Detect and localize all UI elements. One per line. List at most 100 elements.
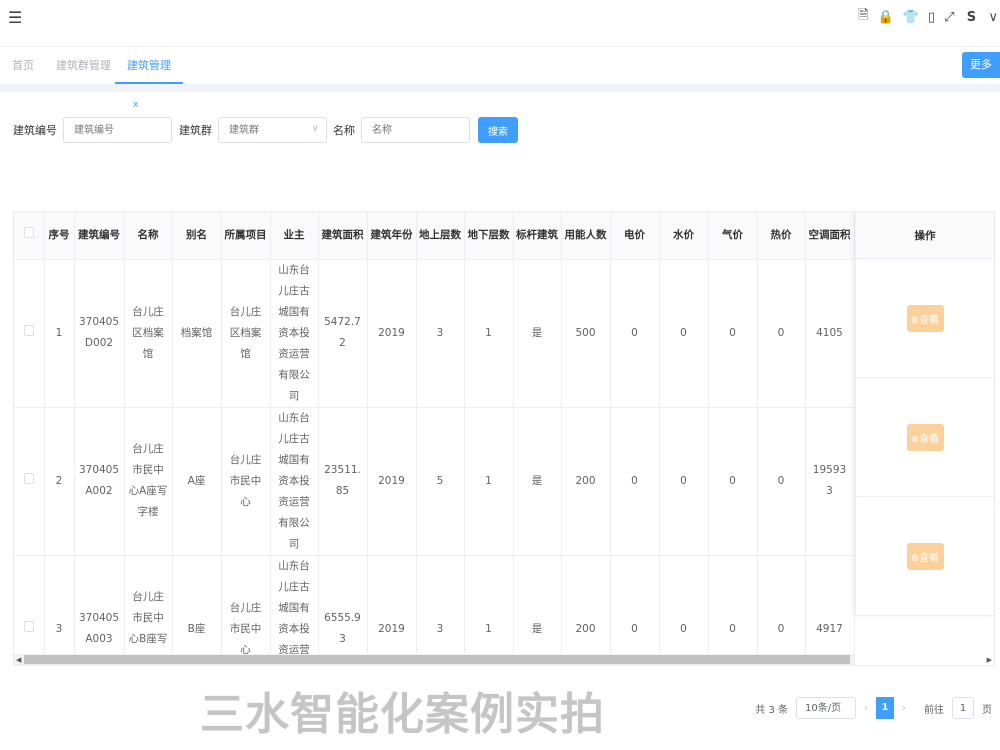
table-cell: 是 [513,555,562,665]
table-cell: 台儿庄区档案馆 [221,259,271,408]
scroll-left-icon[interactable]: ◀ [16,656,22,664]
group-input[interactable] [218,117,327,143]
avatar[interactable]: S [963,6,980,28]
shirt-icon[interactable]: 👕 [902,9,919,25]
column-header[interactable]: 电价 [610,212,660,260]
table-cell: 2019 [367,259,417,408]
table-cell: 0 [659,407,709,556]
table-cell: 2019 [367,555,417,665]
group-label: 建筑群 [179,124,212,137]
table-cell: 0 [659,555,709,665]
fullscreen-icon[interactable]: ⤢ [944,9,955,25]
action-column: 操作 ⊕查看 ⊕查看 ⊕查看 [856,212,994,616]
goto-label: 前往 [924,704,944,716]
table-cell: 0 [757,407,806,556]
search-button[interactable]: 搜索 [478,117,518,143]
table-cell: 200 [561,555,611,665]
tab-label: 建筑管理 [127,59,171,72]
table-cell: 台儿庄市民中心B座写字楼 [124,555,173,665]
column-header[interactable]: 建筑编号 [74,212,125,260]
wrench-doc-icon[interactable]: 🗎 [858,8,869,23]
page-size-select[interactable]: 10条/页 [796,697,856,719]
column-header[interactable]: 所属项目 [221,212,271,260]
page-suffix: 页 [982,704,992,716]
table-row: 1 370405D002 台儿庄区档案馆 档案馆 台儿庄区档案馆 山东台儿庄古城国有资本投… [14,259,855,408]
table-cell: B座 [172,555,222,665]
table-cell: 台儿庄市民中心A座写字楼 [124,407,173,556]
column-header[interactable]: 地下层数 [464,212,514,260]
column-header[interactable]: 地上层数 [416,212,465,260]
table-cell: 台儿庄区档案馆 [124,259,173,408]
tab-label: 首页 [12,59,34,72]
column-header[interactable]: 用能人数 [561,212,611,260]
code-label: 建筑编号 [13,124,57,137]
tab-building[interactable]: 建筑管理 x [115,47,183,110]
divider [0,84,1000,92]
name-input[interactable] [361,117,470,143]
menu-icon[interactable]: ☰ [8,8,23,27]
column-header[interactable]: 空调面积 [805,212,855,260]
close-icon[interactable]: x [133,100,139,110]
search-form: 建筑编号 建筑群 ∨ 名称 搜索 [13,117,518,143]
column-header[interactable]: 序号 [44,212,75,260]
table-cell: 3 [44,555,75,665]
row-checkbox[interactable] [23,472,34,484]
action-cell: ⊕查看 [856,378,994,497]
view-button[interactable]: ⊕查看 [906,423,944,451]
horizontal-scrollbar[interactable]: ◀ [14,654,854,665]
table-cell: 档案馆 [172,259,222,408]
table-cell: 4105 [805,259,855,408]
table-cell: 370405A003 [74,555,125,665]
column-header[interactable]: 水价 [659,212,709,260]
table-cell: 山东台儿庄古城国有资本投资运营有限公司 [270,555,319,665]
name-label: 名称 [333,124,355,137]
action-cell: ⊕查看 [856,259,994,378]
prev-page-icon[interactable]: ‹ [864,702,868,714]
select-cell [14,555,45,665]
view-button[interactable]: ⊕查看 [906,304,944,332]
table-cell: 0 [610,259,660,408]
table-cell: 台儿庄市民中心 [221,407,271,556]
table-cell: 5 [416,407,465,556]
phone-doc-icon[interactable]: ▯ [927,9,936,25]
column-header[interactable]: 建筑年份 [367,212,417,260]
goto-input[interactable]: 1 [952,697,974,719]
table-cell: 是 [513,259,562,408]
action-header: 操作 [856,212,994,259]
next-page-icon[interactable]: › [902,702,906,714]
chevron-down-icon[interactable]: ∨ [988,9,998,25]
table-cell: 4917 [805,555,855,665]
tab-bar: 首页 建筑群管理 建筑管理 x 更多 ∨ [0,46,1000,110]
table-cell: 6555.93 [318,555,368,665]
group-select[interactable]: ∨ [218,117,327,143]
row-checkbox[interactable] [23,620,34,632]
pagination: 共 3 条 10条/页 ‹ 1 › 前往 1 页 [755,697,992,719]
table-cell: 3 [416,555,465,665]
view-button[interactable]: ⊕查看 [906,542,944,570]
table-cell: 370405D002 [74,259,125,408]
column-header[interactable]: 名称 [124,212,173,260]
page-1[interactable]: 1 [876,697,894,719]
lock-icon[interactable]: 🔒 [877,9,894,25]
column-header[interactable]: 别名 [172,212,222,260]
column-header[interactable]: 气价 [708,212,758,260]
table-cell: 2019 [367,407,417,556]
column-header[interactable]: 标杆建筑 [513,212,562,260]
tab-label: 建筑群管理 [56,59,111,72]
table-cell: 台儿庄市民中心 [221,555,271,665]
more-button[interactable]: 更多 ∨ [962,52,1000,97]
table-cell: 0 [610,555,660,665]
tab-building-group[interactable]: 建筑群管理 [56,47,111,84]
column-header[interactable]: 建筑面积 [318,212,368,260]
code-input[interactable] [63,117,172,143]
table-header: 序号 建筑编号 名称 别名 所属项目 业主 建筑面积 建筑年份 地上层数 地下层数 标杆建筑 用能人数… [14,212,855,260]
total-count: 共 3 条 [755,704,788,716]
scroll-right-icon[interactable]: ▶ [986,656,992,664]
select-all-checkbox[interactable] [23,226,34,238]
tab-home[interactable]: 首页 [12,47,34,84]
column-header[interactable]: 热价 [757,212,806,260]
table-row: 3370405A003台儿庄市民中心B座写字楼B座台儿庄市民中心山东台儿庄古城国… [14,555,855,665]
row-checkbox[interactable] [23,324,34,336]
column-header[interactable]: 业主 [270,212,319,260]
scrollbar-thumb[interactable] [24,655,850,664]
